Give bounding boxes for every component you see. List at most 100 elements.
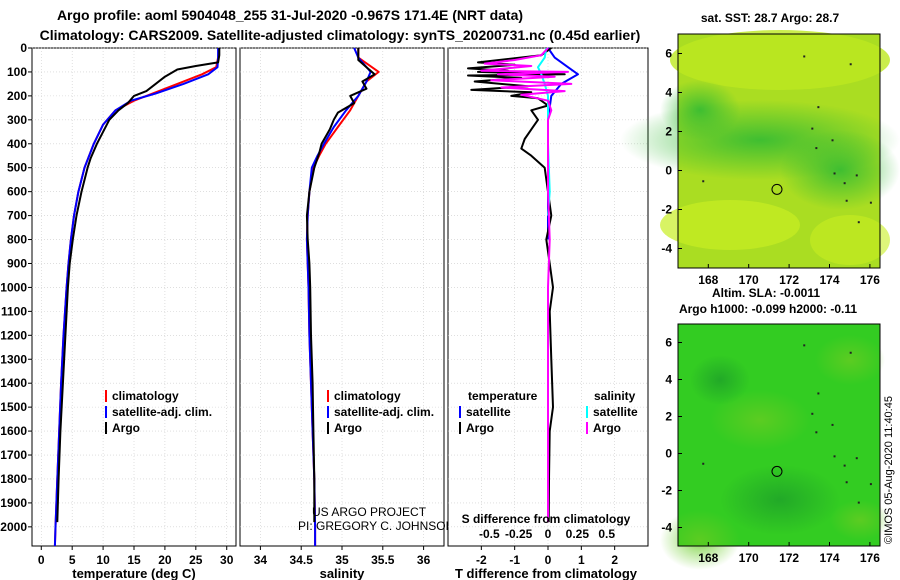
salinity-panel: 34 34.5 35 35.5 36 salinity climatology sate… bbox=[239, 47, 454, 580]
sla-map-subtitle: Argo h1000: -0.099 h2000: -0.11 bbox=[679, 302, 857, 316]
temperature-series-argo bbox=[56, 48, 221, 523]
depth-tick-label: 300 bbox=[7, 113, 27, 127]
legend-label-argo: Argo bbox=[112, 421, 140, 435]
sst-map-lon-tick-label: 174 bbox=[819, 273, 839, 287]
sla-map-field bbox=[660, 335, 890, 570]
s-difference-tick-label: -0.25 bbox=[505, 527, 533, 541]
temperature-legend: climatology satellite-adj. clim. Argo bbox=[105, 389, 212, 435]
temperature-x-tick-label: 5 bbox=[69, 553, 76, 567]
salinity-x-tick-label: 34.5 bbox=[290, 553, 314, 567]
temperature-x-tick-label: 10 bbox=[96, 553, 110, 567]
difference-x-tick-label: -1 bbox=[509, 553, 520, 567]
sla-map-island-speck bbox=[849, 351, 852, 354]
sst-map-lat-tick-label: -4 bbox=[661, 242, 672, 256]
difference-x-tick-label: 2 bbox=[611, 553, 618, 567]
temperature-x-tick-label: 25 bbox=[189, 553, 203, 567]
sst-map-island-speck bbox=[811, 127, 814, 130]
sla-map-ticks: 168 170 172 174 176 6 4 2 0 -2 -4 bbox=[661, 336, 880, 566]
depth-tick-label: 2000 bbox=[0, 520, 27, 534]
sst-cool-patch-east bbox=[780, 130, 900, 210]
difference-x-tick-label: -2 bbox=[476, 553, 487, 567]
sst-map-ticks: 168 170 172 174 176 6 4 2 0 -2 -4 bbox=[661, 47, 880, 288]
credit-project: US ARGO PROJECT bbox=[312, 505, 427, 519]
s-difference-tick-label: 0.25 bbox=[566, 527, 590, 541]
sla-map-lat-tick-label: 6 bbox=[665, 336, 672, 350]
sla-map-island-speck bbox=[845, 481, 848, 484]
sla-map-lon-tick-label: 174 bbox=[819, 551, 839, 565]
sst-warm-patch-southeast bbox=[810, 215, 890, 265]
sst-map-island-speck bbox=[869, 201, 872, 204]
sla-high-southwest bbox=[660, 510, 740, 570]
difference-xlabel: T difference from climatology bbox=[455, 566, 638, 580]
difference-x-ticks: -2 -1 0 1 2 bbox=[476, 546, 618, 567]
depth-tick-label: 1000 bbox=[0, 280, 27, 294]
depth-tick-label: 900 bbox=[7, 256, 27, 270]
depth-tick-label: 600 bbox=[7, 185, 27, 199]
legend-label-satellite: satellite-adj. clim. bbox=[112, 405, 212, 419]
sst-map-title: sat. SST: 28.7 Argo: 28.7 bbox=[701, 11, 840, 25]
sst-map-lat-tick-label: -2 bbox=[661, 203, 672, 217]
depth-tick-label: 1400 bbox=[0, 376, 27, 390]
depth-tick-label: 0 bbox=[20, 41, 27, 55]
sst-map-lat-tick-label: 0 bbox=[665, 164, 672, 178]
depth-tick-label: 1900 bbox=[0, 496, 27, 510]
sla-map-island-speck bbox=[817, 392, 820, 395]
figure-title-line2: Climatology: CARS2009. Satellite-adjuste… bbox=[40, 27, 641, 43]
sla-map-frame bbox=[677, 323, 881, 547]
depth-tick-label: 1600 bbox=[0, 424, 27, 438]
sla-map-panel: Altim. SLA: -0.0011 Argo h1000: -0.099 h… bbox=[660, 286, 890, 570]
legend-label-s-argo: Argo bbox=[593, 421, 621, 435]
sla-map-lat-tick-label: 4 bbox=[665, 373, 672, 387]
salinity-x-ticks: 34 34.5 35 35.5 36 bbox=[254, 546, 431, 567]
sla-map-title: Altim. SLA: -0.0011 bbox=[712, 286, 820, 300]
salinity-xlabel: salinity bbox=[320, 566, 366, 580]
sst-warm-patch-south bbox=[660, 200, 800, 250]
sla-map-island-speck bbox=[855, 457, 858, 460]
sla-profile-location-marker bbox=[771, 465, 783, 477]
sst-map-lat-tick-label: 6 bbox=[665, 47, 672, 61]
sla-map-island-speck bbox=[843, 464, 846, 467]
sla-map-island-speck bbox=[811, 412, 814, 415]
temperature-x-ticks: 0 5 10 15 20 25 30 bbox=[38, 546, 234, 567]
sla-low-northwest bbox=[690, 355, 750, 405]
salinity-series-argo bbox=[305, 48, 376, 523]
temperature-x-tick-label: 15 bbox=[127, 553, 141, 567]
sst-cool-patch-west bbox=[660, 80, 740, 140]
difference-legend: temperature satellite Argo salinity sate… bbox=[459, 389, 638, 435]
sla-high-northeast bbox=[815, 335, 885, 385]
depth-tick-label: 800 bbox=[7, 233, 27, 247]
legend-label-satellite: satellite-adj. clim. bbox=[334, 405, 434, 419]
sla-map-lon-tick-label: 168 bbox=[698, 551, 718, 565]
figure-title-line1: Argo profile: aoml 5904048_255 31-Jul-20… bbox=[57, 7, 523, 23]
temperature-series bbox=[53, 47, 221, 547]
salinity-x-tick-label: 34 bbox=[254, 553, 268, 567]
depth-tick-label: 700 bbox=[7, 209, 27, 223]
sla-map-island-speck bbox=[815, 431, 818, 434]
salinity-difference-ticks: -0.5 -0.25 0 0.25 0.5 bbox=[479, 527, 615, 541]
temperature-series-satellite-adj-clim- bbox=[53, 48, 220, 547]
sst-map-island-speck bbox=[849, 63, 852, 66]
sst-map-island-speck bbox=[845, 199, 848, 202]
sst-map-lon-tick-label: 172 bbox=[779, 273, 799, 287]
sst-map-lat-tick-label: 4 bbox=[665, 86, 672, 100]
depth-tick-label: 1100 bbox=[1, 304, 27, 318]
difference-panel: -2 -1 0 1 2 -0.5 -0.25 0 0.25 0.5 S difference f… bbox=[447, 47, 649, 580]
difference-series-s-satellite bbox=[537, 47, 551, 216]
depth-tick-label: 500 bbox=[7, 161, 27, 175]
credit-pi: PI: GREGORY C. JOHNSON bbox=[298, 519, 454, 533]
sla-map-island-speck bbox=[831, 423, 834, 426]
salinity-x-tick-label: 35.5 bbox=[371, 553, 395, 567]
salinity-series bbox=[305, 47, 380, 546]
sla-map-lon-tick-label: 176 bbox=[860, 551, 880, 565]
sst-map-islands bbox=[702, 55, 872, 224]
legend-label-s-satellite: satellite bbox=[593, 405, 638, 419]
sst-map-lon-tick-label: 168 bbox=[698, 273, 718, 287]
sla-map-lat-tick-label: 0 bbox=[665, 447, 672, 461]
sst-map-island-speck bbox=[831, 139, 834, 142]
temperature-panel: 0 5 10 15 20 25 30 0 100 200 300 400 500 600 700 800 90… bbox=[0, 41, 237, 580]
sst-map-island-speck bbox=[803, 55, 806, 58]
sla-map-lon-tick-label: 170 bbox=[739, 551, 759, 565]
sst-map-island-speck bbox=[843, 182, 846, 185]
salinity-legend: climatology satellite-adj. clim. Argo bbox=[327, 389, 434, 435]
